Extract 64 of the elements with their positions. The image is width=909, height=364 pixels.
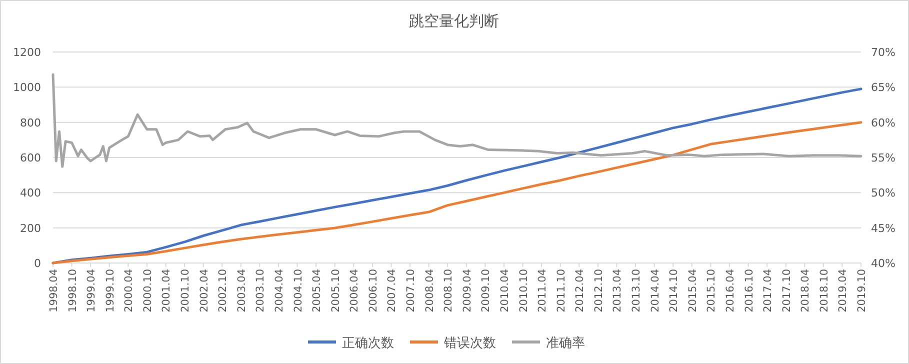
x-tick-label: 2017.10 [780,269,793,312]
line-series [52,73,862,168]
x-tick-label: 2014.04 [649,268,662,312]
x-tick-label: 2008.10 [442,269,455,312]
x-tick-label: 2015.10 [706,269,718,312]
x-tick-label: 2002.10 [217,269,230,312]
y2-tick-label: 55% [871,152,896,164]
x-tick-label: 2001.10 [180,269,192,312]
legend-label: 正确次数 [342,336,394,351]
x-tick-label: 2014.10 [668,269,680,312]
x-tick-label: 1999.04 [86,268,98,312]
x-tick-label: 2016.10 [743,269,756,312]
x-tick-label: 2004.04 [273,268,286,312]
x-tick-label: 2007.10 [405,269,418,312]
x-tick-label: 2018.04 [800,268,812,312]
x-tick-label: 2013.10 [630,269,643,312]
x-tick-label: 2008.04 [424,268,436,312]
x-tick-label: 2002.04 [198,268,210,312]
x-tick-label: 2019.10 [856,269,868,312]
y2-tick-label: 65% [871,81,896,94]
x-tick-label: 2011.10 [555,269,568,312]
x-tick-label: 2016.04 [724,268,736,312]
x-tick-label: 2009.10 [480,269,492,312]
x-tick-label: 2003.10 [254,269,267,312]
x-tick-label: 2010.04 [498,268,511,312]
line-series [52,121,862,264]
x-tick-label: 1998.04 [48,268,60,312]
y-tick-label: 1200 [13,46,41,59]
y-tick-label: 600 [20,152,41,164]
x-tick-label: 2019.04 [837,268,850,312]
y-tick-label: 200 [20,222,41,235]
y-tick-label: 1000 [13,81,41,94]
y2-tick-label: 70% [871,46,896,59]
x-tick-label: 2007.04 [386,268,398,312]
x-tick-label: 1998.10 [66,269,79,312]
x-tick-label: 1999.10 [104,269,116,312]
x-tick-label: 2018.10 [818,269,830,312]
x-tick-label: 2013.04 [612,268,624,312]
y-tick-label: 800 [20,116,41,130]
y2-tick-label: 60% [871,116,896,130]
x-tick-label: 2005.04 [311,268,324,312]
x-tick-label: 2006.04 [348,268,361,312]
x-tick-label: 2015.04 [686,268,699,312]
x-tick-label: 2000.04 [123,268,136,312]
legend-label: 准确率 [546,335,585,351]
x-tick-label: 2006.10 [367,269,380,312]
x-tick-label: 2004.10 [292,269,304,312]
y2-tick-label: 45% [871,222,896,235]
chart-title: 跳空量化判断 [409,12,499,30]
y-tick-label: 0 [34,257,41,270]
x-tick-label: 2005.10 [330,269,342,312]
x-tick-label: 2003.04 [236,268,248,312]
x-tick-label: 2009.04 [461,268,474,312]
x-tick-label: 2000.10 [142,269,154,312]
x-tick-label: 2011.04 [536,268,549,312]
y-tick-label: 400 [20,186,41,200]
x-tick-label: 2012.04 [574,268,586,312]
x-tick-label: 2017.04 [762,268,774,312]
legend-label: 错误次数 [443,336,496,351]
x-tick-label: 2001.04 [160,268,173,312]
y2-tick-label: 40% [871,257,896,270]
x-tick-label: 2012.10 [592,269,605,312]
y2-tick-label: 50% [871,186,896,200]
x-tick-label: 2010.10 [518,269,530,312]
